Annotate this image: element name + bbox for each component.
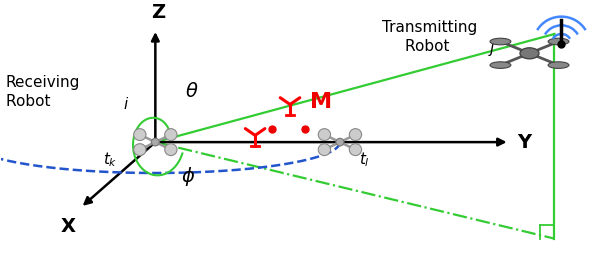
Text: Z: Z (151, 3, 165, 22)
Ellipse shape (548, 38, 569, 45)
Ellipse shape (490, 62, 511, 68)
Circle shape (165, 129, 177, 140)
Text: Transmitting
Robot: Transmitting Robot (382, 20, 478, 54)
Text: Receiving
Robot: Receiving Robot (5, 75, 80, 109)
Text: $\phi$: $\phi$ (181, 165, 195, 188)
Text: M: M (310, 92, 332, 112)
Text: i: i (123, 97, 127, 112)
Circle shape (336, 138, 344, 146)
Text: j: j (490, 41, 494, 56)
Circle shape (151, 138, 159, 146)
Text: X: X (61, 217, 76, 237)
Ellipse shape (520, 48, 539, 59)
Text: $t_l$: $t_l$ (359, 150, 370, 169)
Ellipse shape (490, 38, 511, 45)
Text: $\theta$: $\theta$ (185, 83, 199, 101)
Circle shape (350, 144, 362, 156)
Ellipse shape (548, 62, 569, 68)
Circle shape (350, 129, 362, 140)
Circle shape (134, 129, 146, 140)
Circle shape (318, 144, 331, 156)
Circle shape (134, 144, 146, 156)
Text: $t_k$: $t_k$ (103, 150, 118, 169)
Circle shape (165, 144, 177, 156)
Circle shape (318, 129, 331, 140)
Text: Y: Y (517, 132, 532, 152)
